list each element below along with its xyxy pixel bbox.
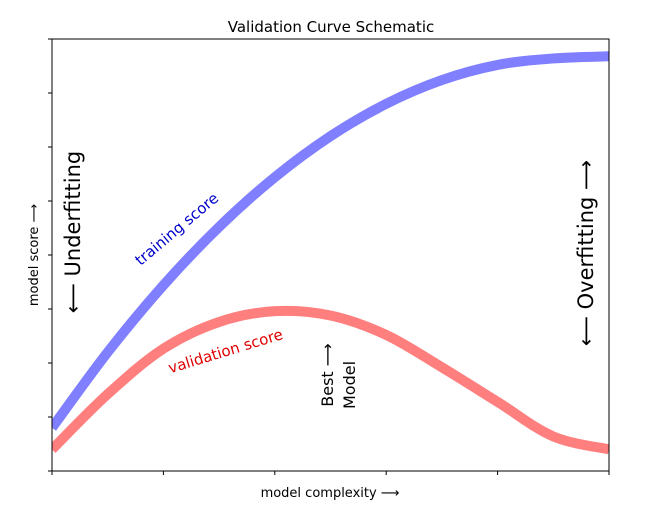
best-model-annotation-line2: Model — [340, 361, 359, 409]
y-axis-label: model score ⟶ — [27, 204, 42, 306]
series-layer — [52, 51, 609, 455]
chart-title: Validation Curve Schematic — [228, 18, 434, 36]
training-score-label: training score — [131, 189, 222, 269]
series-line-validation-score — [52, 305, 609, 455]
y-ticks — [48, 38, 52, 472]
overfitting-annotation: ⟵ Overfitting ⟶ — [574, 160, 598, 346]
underfitting-annotation: ⟵ Underfitting — [61, 151, 85, 314]
x-axis-label: model complexity ⟶ — [261, 486, 400, 501]
series-line-training-score — [52, 51, 609, 431]
best-model-annotation-line1: Best ⟶ — [318, 343, 337, 407]
x-ticks — [51, 471, 610, 475]
